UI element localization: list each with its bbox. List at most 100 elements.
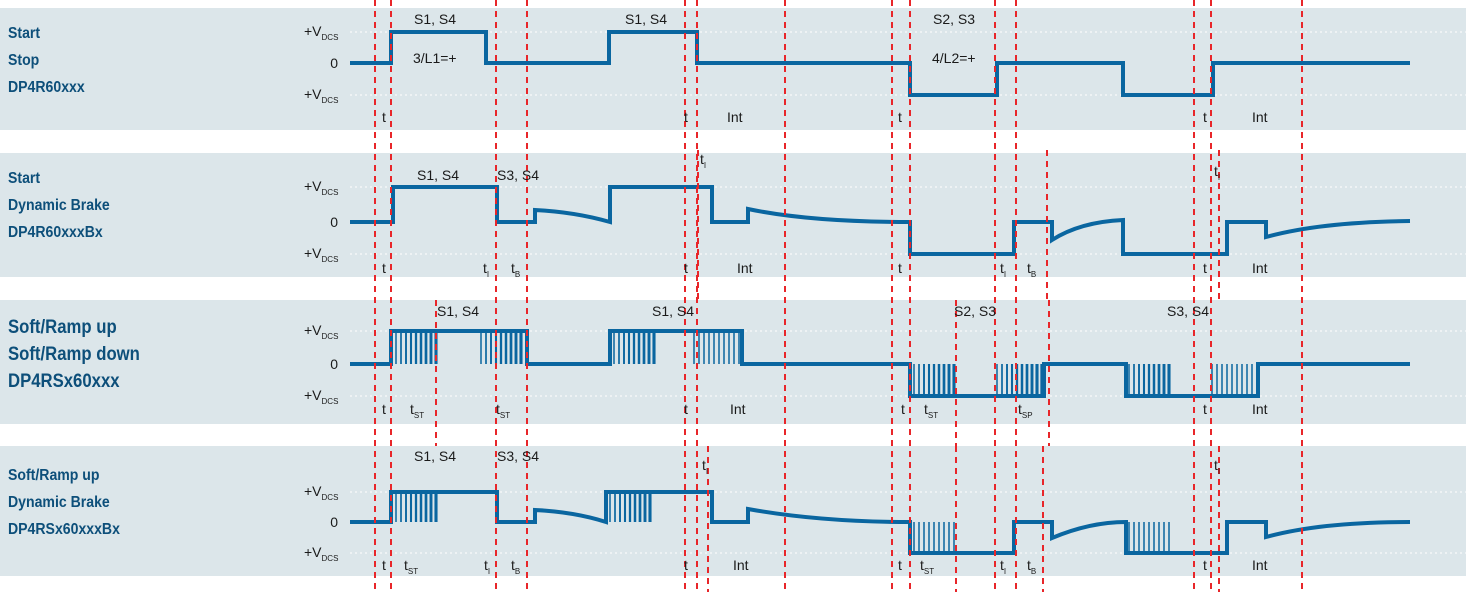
- annotation-t-i-main: t: [1214, 457, 1218, 473]
- annotation-polarity-main: 3/L1=+: [413, 50, 457, 66]
- annotation-int-main: Int: [730, 401, 746, 417]
- axis-label-zero-main: 0: [330, 356, 338, 372]
- annotation-t-i: tI: [1000, 557, 1006, 576]
- annotation-t-st: tST: [924, 401, 938, 420]
- annotation-t-st: tST: [404, 557, 418, 576]
- axis-label-top-main: +V: [304, 322, 322, 338]
- annotation-t-i: tI: [484, 557, 490, 576]
- annotation-t-i-sub: I: [487, 270, 489, 279]
- annotation-t-i: tI: [700, 151, 706, 170]
- axis-label-top-sub: DCS: [322, 188, 339, 197]
- axis-label-zero: 0: [330, 514, 338, 530]
- axis-label-zero-main: 0: [330, 55, 338, 71]
- annotation-t-sp: tSP: [1018, 401, 1033, 420]
- annotation-t: t: [382, 557, 386, 573]
- annotation-t-st-sub: ST: [924, 567, 934, 576]
- annotation-switch: S1, S4: [437, 303, 479, 319]
- annotation-t: t: [1203, 401, 1207, 417]
- axis-label-top: +VDCS: [304, 322, 338, 341]
- annotation-t-main: t: [1203, 557, 1207, 573]
- axis-label-top-main: +V: [304, 483, 322, 499]
- annotation-t-main: t: [684, 401, 688, 417]
- annotation-t-b-sub: B: [515, 270, 520, 279]
- annotation-switch-main: S3, S4: [497, 448, 539, 464]
- annotation-t-st-main: t: [920, 557, 924, 573]
- annotation-t-b: tB: [511, 557, 520, 576]
- annotation-t-st-main: t: [404, 557, 408, 573]
- annotation-t-i-main: t: [1214, 163, 1218, 179]
- axis-label-zero: 0: [330, 55, 338, 71]
- annotation-t-i-sub: I: [1218, 173, 1220, 182]
- annotation-switch: S1, S4: [414, 448, 456, 464]
- annotation-t-i-sub: I: [1004, 567, 1006, 576]
- annotation-int: Int: [730, 401, 746, 417]
- annotation-t-main: t: [898, 260, 902, 276]
- annotation-t-st-sub: ST: [414, 411, 424, 420]
- annotation-int: Int: [1252, 401, 1268, 417]
- annotation-t-b: tB: [511, 260, 520, 279]
- annotation-t-main: t: [898, 109, 902, 125]
- row-label-1: Start Stop DP4R60xxx: [8, 20, 85, 101]
- annotation-t-i-main: t: [1000, 260, 1004, 276]
- annotation-t-i-sub: I: [704, 161, 706, 170]
- annotation-t: t: [382, 260, 386, 276]
- row-label-line: Dynamic Brake: [8, 494, 110, 511]
- signal-waveform: [350, 329, 1410, 398]
- row-label-3: Soft/Ramp up Soft/Ramp down DP4RSx60xxx: [8, 314, 140, 395]
- row-band-1: [0, 8, 1466, 130]
- row-label-line: Soft/Ramp down: [8, 344, 140, 365]
- annotation-t-b-sub: B: [515, 567, 520, 576]
- annotation-t-st-sub: ST: [408, 567, 418, 576]
- axis-label-top-main: +V: [304, 23, 322, 39]
- axis-label-zero: 0: [330, 356, 338, 372]
- annotation-t-sp-sub: SP: [1022, 411, 1033, 420]
- axis-label-bottom-main: +V: [304, 387, 322, 403]
- row-label-2: Start Dynamic Brake DP4R60xxxBx: [8, 165, 110, 246]
- annotation-t-main: t: [382, 109, 386, 125]
- annotation-switch: S1, S4: [625, 11, 667, 27]
- axis-label-zero-main: 0: [330, 514, 338, 530]
- annotation-t-b-main: t: [1027, 557, 1031, 573]
- annotation-switch: S2, S3: [933, 11, 975, 27]
- annotation-switch-main: S1, S4: [417, 167, 459, 183]
- annotation-int: Int: [1252, 557, 1268, 573]
- axis-label-bottom-sub: DCS: [322, 554, 339, 563]
- annotation-switch: S3, S4: [1167, 303, 1209, 319]
- annotation-int-main: Int: [1252, 109, 1268, 125]
- annotation-t-main: t: [684, 260, 688, 276]
- annotation-switch-main: S2, S3: [933, 11, 975, 27]
- axis-label-bottom-sub: DCS: [322, 397, 339, 406]
- annotation-int-main: Int: [1252, 260, 1268, 276]
- annotation-switch: S1, S4: [417, 167, 459, 183]
- annotation-t-st-sub: ST: [928, 411, 938, 420]
- axis-label-bottom: +VDCS: [304, 245, 338, 264]
- annotation-t-main: t: [1203, 109, 1207, 125]
- axis-label-zero: 0: [330, 214, 338, 230]
- annotation-int-main: Int: [1252, 401, 1268, 417]
- annotation-t: t: [1203, 260, 1207, 276]
- annotation-t-st: tST: [496, 401, 510, 420]
- annotation-t-i: tI: [1214, 163, 1220, 182]
- annotation-t-i-sub: I: [1004, 270, 1006, 279]
- annotation-switch-main: S1, S4: [414, 448, 456, 464]
- annotation-switch: S1, S4: [652, 303, 694, 319]
- row-label-line: Start: [8, 25, 41, 42]
- annotation-t-b-sub: B: [1031, 270, 1036, 279]
- row-label-line: Dynamic Brake: [8, 197, 110, 214]
- annotation-t-i-sub: I: [1218, 467, 1220, 476]
- annotation-t-i-sub: I: [488, 567, 490, 576]
- annotation-t-b-main: t: [1027, 260, 1031, 276]
- axis-label-bottom: +VDCS: [304, 544, 338, 563]
- annotation-t: t: [898, 260, 902, 276]
- annotation-int-main: Int: [737, 260, 753, 276]
- annotation-int: Int: [1252, 109, 1268, 125]
- row-label-line: Soft/Ramp up: [8, 317, 117, 338]
- annotation-t-b-main: t: [511, 557, 515, 573]
- annotation-switch: S2, S3: [954, 303, 996, 319]
- annotation-t-main: t: [901, 401, 905, 417]
- annotation-t-main: t: [898, 557, 902, 573]
- axis-label-top-sub: DCS: [322, 493, 339, 502]
- row-band-2: [0, 153, 1466, 277]
- annotation-int: Int: [733, 557, 749, 573]
- signal-waveform: [350, 185, 1411, 256]
